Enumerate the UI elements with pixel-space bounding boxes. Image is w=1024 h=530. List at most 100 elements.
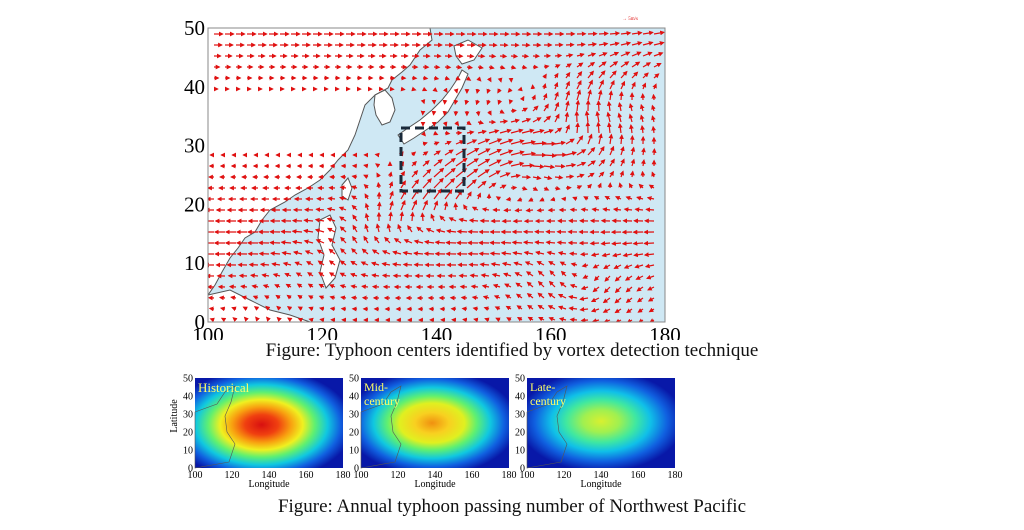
wind-vector — [329, 295, 336, 301]
wind-vector — [641, 147, 646, 156]
wind-vector — [598, 31, 609, 37]
wind-vector — [340, 295, 347, 301]
wind-vector — [443, 201, 449, 211]
wind-vector — [628, 113, 634, 123]
wind-vector — [481, 207, 490, 212]
wind-vector — [510, 161, 525, 167]
panel-x-tick-label: 180 — [336, 470, 351, 481]
wind-vector — [296, 283, 303, 289]
wind-vector — [634, 263, 644, 269]
panel-x-tick-label: 120 — [391, 470, 406, 481]
wind-vector — [559, 281, 567, 288]
wind-vector — [596, 100, 602, 112]
wind-vector — [609, 61, 619, 68]
wind-vector — [514, 207, 523, 213]
wind-vector — [292, 250, 303, 256]
wind-vector — [499, 149, 514, 156]
main-x-ticks: 100 120 140 160 180 — [192, 323, 681, 340]
wind-vector — [527, 304, 534, 310]
wind-vector — [351, 248, 358, 255]
wind-vector — [339, 226, 347, 233]
wind-vector — [521, 64, 528, 70]
wind-vector — [241, 295, 248, 301]
wind-vector — [635, 275, 644, 280]
wind-vector — [472, 306, 479, 312]
wind-vector — [532, 175, 542, 181]
panel-label-mid-2: century — [364, 394, 400, 408]
wind-vector — [388, 181, 394, 189]
wind-vector — [516, 305, 523, 310]
wind-vector — [576, 79, 582, 90]
wind-vector — [242, 306, 248, 311]
wind-vector — [360, 261, 369, 266]
wind-vector — [629, 123, 634, 134]
wind-vector — [623, 207, 633, 212]
wind-vector — [314, 217, 325, 223]
wind-vector — [631, 61, 641, 68]
wind-vector — [579, 296, 589, 302]
wind-vector — [456, 229, 468, 235]
wind-vector — [381, 261, 391, 267]
wind-vector — [465, 76, 472, 81]
wind-vector — [252, 295, 259, 300]
wind-vector — [617, 123, 623, 134]
wind-vector — [338, 196, 347, 201]
wind-vector — [501, 261, 512, 267]
wind-vector — [280, 240, 292, 245]
wind-vector — [499, 128, 512, 134]
wind-vector — [409, 211, 415, 222]
wind-vector — [653, 30, 665, 36]
wind-vector — [521, 186, 528, 191]
wind-vector — [360, 273, 369, 278]
wind-vector — [609, 170, 614, 178]
wind-vector — [519, 95, 525, 102]
wind-vector — [603, 264, 611, 269]
wind-vector — [420, 98, 426, 105]
wind-vector — [475, 88, 481, 95]
wind-vector — [486, 99, 491, 106]
wind-vector — [433, 177, 444, 189]
wind-vector — [547, 305, 556, 310]
wind-vector — [554, 113, 560, 123]
wind-vector — [554, 101, 560, 112]
wind-vector — [374, 235, 380, 244]
wind-vector — [565, 90, 571, 101]
wind-vector — [363, 163, 369, 169]
panel-y-tick-label: 50 — [183, 374, 193, 385]
wind-vector — [640, 124, 645, 134]
wind-vector — [375, 163, 381, 168]
wind-vector — [413, 251, 424, 256]
wind-vector — [489, 251, 501, 256]
wind-vector — [370, 261, 380, 267]
wind-vector — [598, 70, 606, 79]
wind-vector — [537, 292, 545, 299]
main-y-ticks: 0 10 20 30 40 50 — [184, 16, 205, 334]
wind-vector — [276, 305, 282, 311]
wind-vector — [488, 170, 501, 178]
wind-vector — [580, 285, 589, 291]
wind-vector — [220, 317, 227, 322]
wind-vector — [587, 133, 593, 145]
wind-vector — [548, 280, 556, 288]
wind-vector — [564, 111, 570, 123]
wind-vector — [513, 261, 523, 267]
wind-vector — [291, 239, 303, 245]
wind-vector — [606, 122, 612, 134]
wind-vector — [425, 228, 435, 233]
wind-vector — [455, 64, 463, 70]
wind-vector — [308, 317, 314, 322]
wind-vector — [453, 99, 459, 105]
wind-vector — [532, 105, 539, 112]
wind-vector — [253, 306, 260, 311]
wind-vector — [393, 237, 402, 244]
wind-vector — [645, 207, 655, 213]
wind-vector — [543, 128, 554, 134]
wind-vector — [557, 305, 567, 311]
wind-vector — [376, 181, 382, 189]
main-y-tick-label: 40 — [184, 75, 205, 99]
panel-historical: Historical — [194, 378, 343, 469]
wind-vector — [297, 294, 303, 300]
wind-vector — [351, 174, 358, 180]
wind-vector — [391, 262, 402, 267]
wind-vector — [641, 82, 647, 90]
